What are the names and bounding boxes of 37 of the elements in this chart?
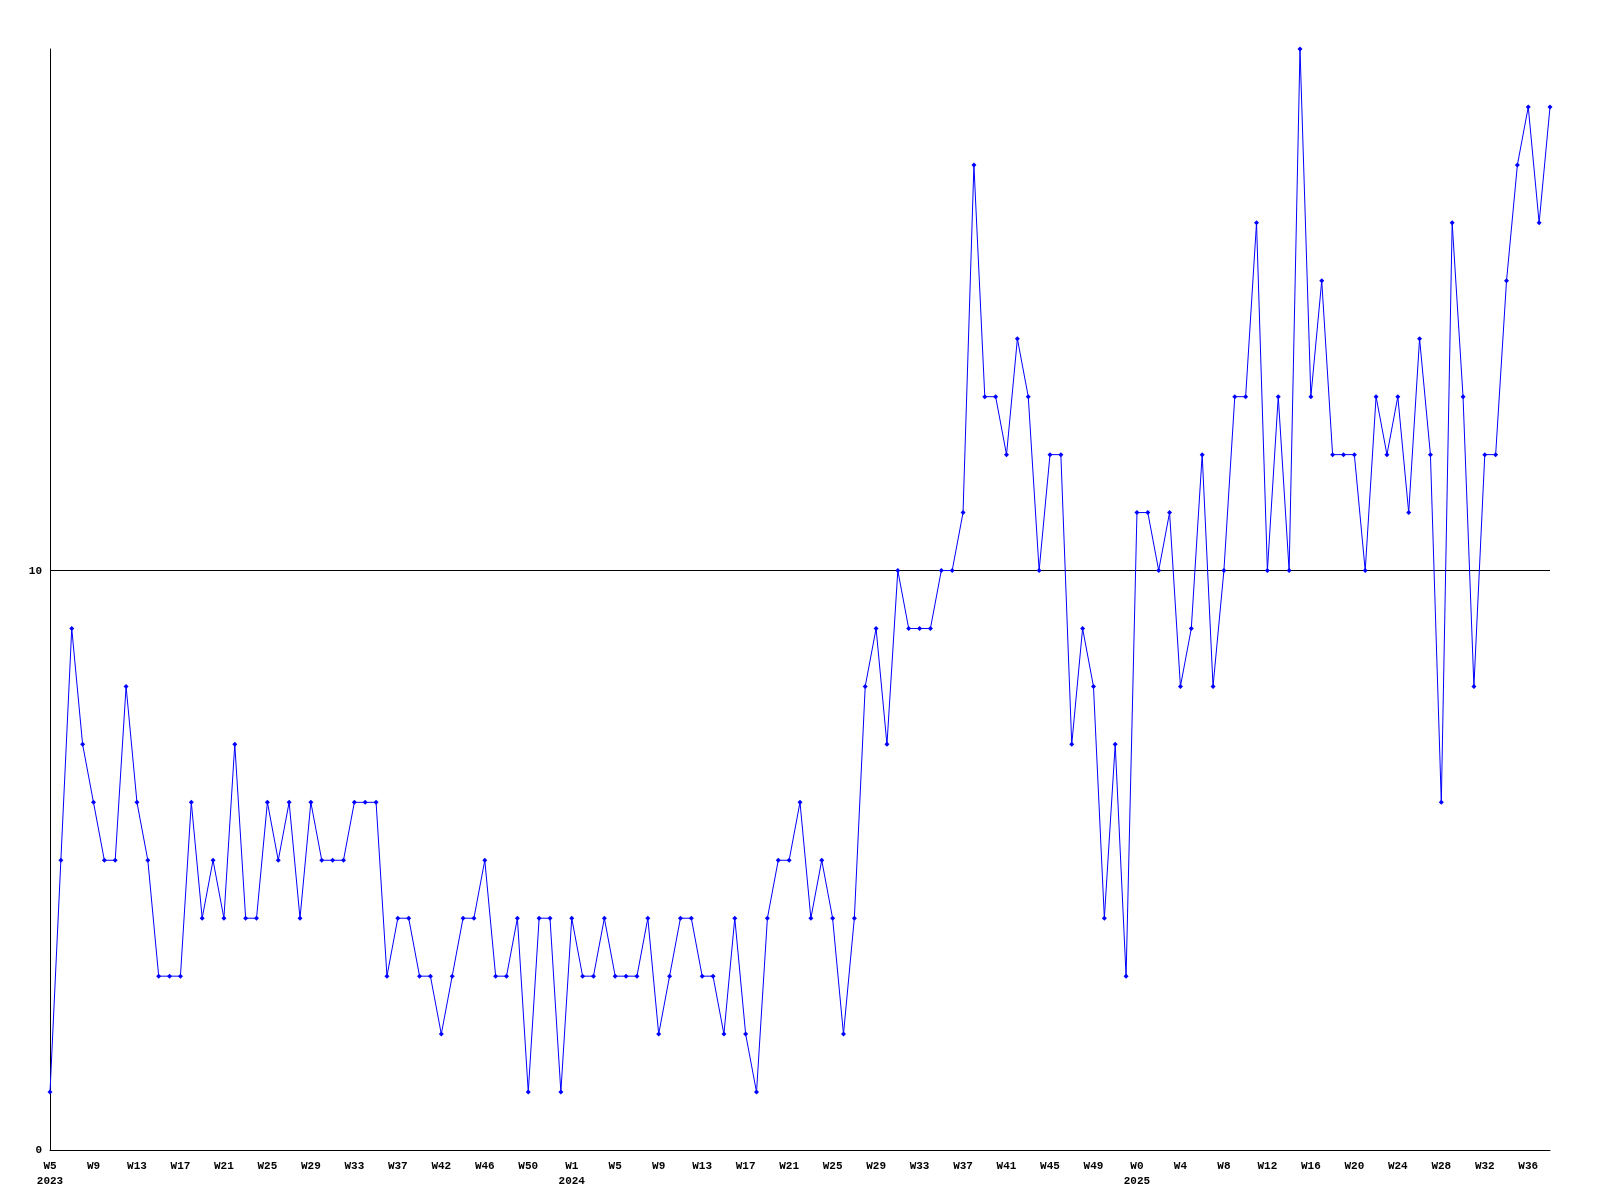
x-tick-label: W37 [387,1159,408,1172]
x-tick-label: W21 [779,1159,800,1172]
x-tick-label: W42 [431,1159,452,1172]
x-tick-label: W0 2025 [1123,1159,1151,1187]
x-tick-label: W29 [866,1159,886,1172]
x-tick-label: W9 [86,1159,101,1172]
x-tick-label: W49 [1083,1159,1104,1172]
x-tick-label: W25 [822,1159,843,1172]
x-tick-label: W1 2024 [558,1159,586,1187]
x-tick-label: W20 [1344,1159,1365,1172]
y-tick-label: 10 [28,564,42,577]
x-tick-label: W8 [1217,1159,1231,1172]
x-tick-label: W4 [1173,1159,1188,1172]
x-tick-label: W33 [909,1159,930,1172]
x-tick-label: W37 [953,1159,973,1172]
x-tick-label: W13 [692,1159,713,1172]
x-tick-label: W5 2023 [36,1159,64,1187]
x-tick-label: W12 [1257,1159,1278,1172]
x-tick-label: W17 [735,1159,756,1172]
x-tick-label: W50 [518,1159,539,1172]
x-tick-label: W9 [652,1159,666,1172]
x-tick-label: W24 [1387,1159,1409,1172]
y-tick-label: 0 [35,1144,42,1156]
x-tick-label: W29 [300,1159,321,1172]
x-tick-label: W33 [344,1159,365,1172]
x-tick-label: W46 [474,1159,495,1172]
x-tick-label: W17 [170,1159,191,1172]
x-tick-label: W16 [1300,1159,1321,1172]
x-tick-label: W45 [1040,1159,1061,1172]
x-tick-label: W5 [608,1159,623,1172]
x-tick-label: W25 [257,1159,278,1172]
x-tick-label: W32 [1474,1159,1495,1172]
x-tick-label: W21 [214,1159,235,1172]
x-tick-label: W36 [1518,1159,1539,1172]
x-tick-label: W41 [996,1159,1017,1172]
x-tick-label: W28 [1431,1159,1452,1172]
x-tick-label: W13 [127,1159,148,1172]
